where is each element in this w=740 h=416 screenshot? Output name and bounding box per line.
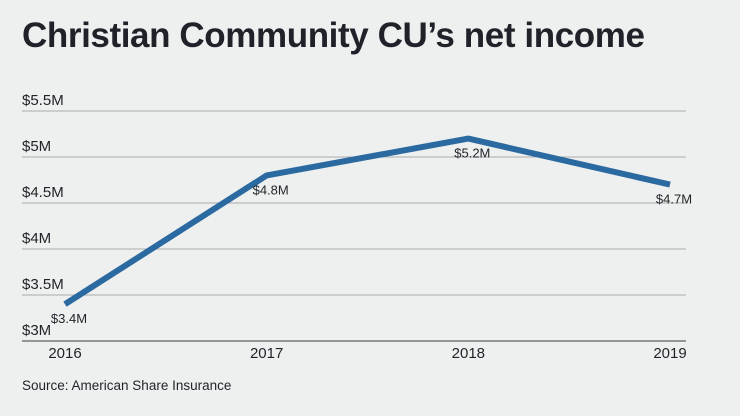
y-tick-label: $4.5M [22, 184, 64, 201]
x-tick-label: 2019 [653, 345, 686, 362]
series-line [63, 135, 671, 307]
data-label: $3.4M [51, 311, 87, 326]
y-tick-label: $5M [22, 138, 51, 155]
series-layer [63, 135, 671, 307]
source-note: Source: American Share Insurance [22, 378, 232, 393]
x-tick-label: 2018 [452, 345, 485, 362]
data-label: $5.2M [454, 146, 490, 161]
x-tick-label: 2016 [48, 345, 81, 362]
data-label: $4.8M [253, 182, 289, 197]
data-labels: $3.4M $4.8M $5.2M $4.7M [51, 146, 692, 327]
chart-title: Christian Community CU’s net income [22, 16, 645, 55]
y-tick-label: $3M [22, 322, 51, 339]
y-tick-label: $5.5M [22, 92, 64, 109]
y-tick-label: $4M [22, 230, 51, 247]
data-label: $4.7M [656, 192, 692, 207]
y-tick-label: $3.5M [22, 276, 64, 293]
x-tick-label: 2017 [250, 345, 283, 362]
x-axis-tick-labels: 2016 2017 2018 2019 [48, 345, 686, 362]
gridlines [22, 110, 686, 342]
y-axis-tick-labels: $3M $3.5M $4M $4.5M $5M $5.5M [22, 92, 64, 339]
